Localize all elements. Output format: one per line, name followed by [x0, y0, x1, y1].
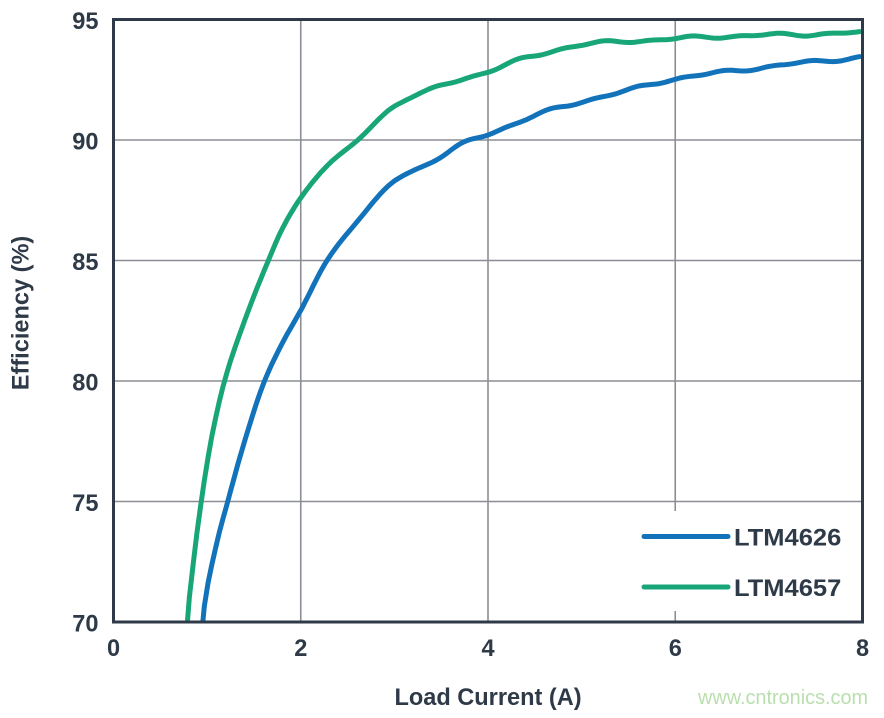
svg-text:LTM4657: LTM4657: [734, 574, 841, 601]
svg-text:2: 2: [294, 635, 307, 662]
svg-text:Load Current (A): Load Current (A): [394, 684, 581, 711]
svg-text:8: 8: [856, 635, 869, 662]
svg-text:4: 4: [481, 635, 495, 662]
svg-text:90: 90: [72, 128, 98, 155]
svg-text:Efficiency (%): Efficiency (%): [7, 236, 34, 390]
svg-text:80: 80: [72, 369, 98, 396]
svg-text:95: 95: [72, 8, 98, 35]
svg-text:85: 85: [72, 249, 98, 276]
svg-text:75: 75: [72, 490, 98, 517]
svg-text:LTM4626: LTM4626: [734, 524, 841, 551]
svg-text:0: 0: [107, 635, 120, 662]
svg-text:6: 6: [669, 635, 682, 662]
svg-text:www.cntronics.com: www.cntronics.com: [697, 687, 868, 709]
svg-text:70: 70: [72, 610, 98, 637]
